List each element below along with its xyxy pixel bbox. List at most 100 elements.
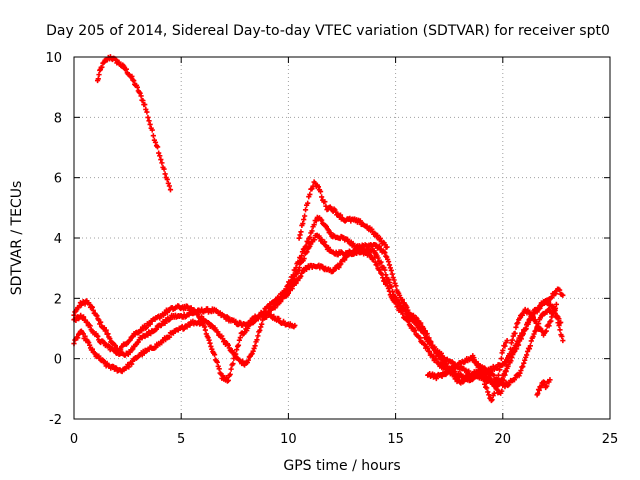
data-point [245, 357, 251, 363]
data-point [412, 327, 418, 333]
data-point [337, 212, 344, 218]
data-point [553, 291, 559, 297]
data-point [236, 337, 242, 343]
data-point [404, 304, 410, 311]
data-point [525, 319, 532, 325]
data-point [518, 367, 524, 374]
data-point [379, 271, 385, 277]
data-point [384, 244, 390, 250]
data-point [505, 356, 511, 362]
data-point [393, 283, 399, 289]
data-point [147, 321, 153, 327]
data-point [518, 334, 524, 340]
data-point [512, 330, 518, 336]
data-point [434, 350, 440, 356]
data-point [535, 323, 541, 329]
data-point [520, 363, 526, 370]
data-point [157, 153, 163, 159]
data-point [296, 235, 302, 241]
y-tick-label: -2 [49, 413, 62, 428]
data-point [87, 323, 93, 329]
data-point [307, 234, 313, 240]
data-point [75, 335, 81, 341]
data-point [386, 276, 392, 283]
data-point [400, 311, 406, 317]
data-point [549, 294, 555, 300]
data-point [123, 66, 129, 72]
data-point [492, 384, 498, 390]
data-point [140, 98, 146, 104]
data-point [405, 318, 412, 325]
data-point [323, 203, 329, 209]
y-tick-label: 2 [54, 292, 62, 307]
data-point [520, 330, 526, 336]
data-point [322, 199, 328, 205]
data-point [524, 348, 531, 355]
data-point [498, 363, 504, 369]
data-point [385, 285, 392, 291]
data-point [457, 371, 463, 377]
data-point [528, 338, 534, 344]
data-point [502, 343, 508, 349]
data-point [508, 340, 514, 346]
data-point [230, 361, 236, 367]
data-point [437, 353, 443, 359]
data-point [503, 368, 509, 374]
data-point [522, 357, 528, 363]
data-point [156, 150, 162, 156]
data-point [215, 329, 221, 335]
data-point [498, 355, 504, 362]
data-point [90, 307, 96, 314]
data-point [424, 345, 431, 351]
data-point [515, 320, 521, 326]
x-tick-label: 0 [70, 432, 78, 447]
data-point [214, 359, 220, 365]
data-point [422, 328, 428, 334]
data-point [301, 216, 307, 223]
data-point [155, 144, 161, 150]
data-point [524, 352, 530, 358]
data-point [477, 368, 483, 374]
data-point [107, 336, 113, 342]
data-point [317, 188, 324, 195]
data-point [504, 363, 510, 369]
data-point [129, 361, 135, 367]
data-point [546, 323, 552, 329]
data-point [513, 342, 519, 349]
data-point [489, 397, 495, 403]
data-point [494, 376, 501, 382]
data-point [153, 326, 160, 332]
y-axis-title: SDTVAR / TECUs [9, 181, 25, 296]
data-point [298, 273, 304, 279]
data-point [279, 293, 285, 300]
data-point [336, 264, 342, 271]
data-point [82, 301, 88, 307]
data-point [221, 338, 228, 344]
series-track-b [71, 310, 298, 384]
data-point [211, 352, 218, 358]
data-point [293, 280, 299, 286]
data-point [164, 176, 170, 183]
data-point [530, 333, 536, 340]
data-point [129, 347, 135, 353]
data-point [161, 166, 167, 172]
data-point [558, 319, 564, 326]
data-point [87, 342, 93, 348]
data-point [430, 342, 436, 348]
data-point [384, 283, 391, 289]
data-point [499, 388, 505, 394]
data-point [424, 331, 430, 337]
data-point [389, 271, 395, 277]
data-point [393, 300, 399, 306]
series-dip-19 [470, 337, 510, 404]
data-point [552, 305, 559, 311]
x-tick-label: 10 [280, 432, 297, 447]
data-point [165, 180, 171, 186]
data-point [560, 337, 566, 344]
data-point [387, 265, 393, 271]
chart-title: Day 205 of 2014, Sidereal Day-to-day VTE… [46, 23, 610, 39]
data-point [201, 324, 208, 330]
data-point [289, 274, 295, 281]
data-point [389, 284, 395, 290]
data-point [557, 287, 563, 293]
